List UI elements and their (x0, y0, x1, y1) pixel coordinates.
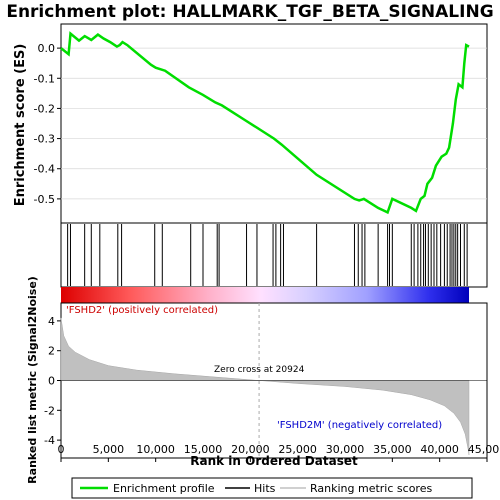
metric-y-axis-label: Ranked list metric (Signal2Noise) (26, 276, 39, 484)
chart-title: Enrichment plot: HALLMARK_TGF_BETA_SIGNA… (6, 2, 493, 22)
hits-panel (60, 222, 488, 288)
metric-y-tick-label: 0 (48, 375, 55, 388)
es-gridlines (61, 47, 487, 200)
rank-color-bar (61, 287, 470, 303)
es-y-tick-label: -0.5 (34, 193, 55, 206)
metric-y-tick-label: -4 (44, 434, 55, 447)
x-tick-label: 30,000 (326, 443, 365, 456)
es-y-ticks: 0.0 -0.1 -0.2 -0.3 -0.4 -0.5 (34, 42, 61, 206)
es-y-axis-label: Enrichment score (ES) (13, 44, 28, 207)
x-tick-label: 25,000 (278, 443, 317, 456)
es-y-tick-label: -0.3 (34, 133, 55, 146)
x-tick-label: 20,000 (231, 443, 270, 456)
legend-box (71, 477, 473, 499)
legend-metric-label: Ranking metric scores (310, 482, 432, 495)
es-panel (60, 23, 488, 224)
es-y-tick-label: -0.1 (34, 72, 55, 85)
x-tick-label: 5,000 (93, 443, 125, 456)
ranking-metric-area (60, 317, 470, 456)
es-y-tick-label: -0.4 (34, 163, 55, 176)
x-tick-label: 40,000 (420, 443, 459, 456)
negative-correlation-label: 'FSHD2M' (negatively correlated) (277, 420, 442, 431)
x-tick-label: 35,000 (373, 443, 412, 456)
enrichment-profile-line (60, 31, 470, 215)
x-tick-label: 0 (58, 443, 65, 456)
positive-correlation-label: 'FSHD2' (positively correlated) (66, 305, 218, 316)
colorbar-fill (61, 287, 470, 303)
x-axis-ticks: 0 5,000 10,000 15,000 20,000 25,000 30,000 35,0… (58, 443, 500, 462)
es-y-tick-label: -0.2 (34, 102, 55, 115)
zero-cross-label: Zero cross at 20924 (214, 365, 305, 375)
x-tick-label: 10,000 (136, 443, 175, 456)
metric-y-tick-label: 2 (48, 345, 55, 358)
es-y-tick-label: 0.0 (38, 42, 56, 55)
hit-marks (67, 224, 468, 286)
metric-y-tick-label: -2 (44, 404, 55, 417)
metric-y-tick-label: 4 (48, 315, 55, 328)
x-axis-label: Rank in Ordered Dataset (190, 454, 358, 468)
metric-y-ticks: 4 2 0 -2 -4 (44, 315, 61, 447)
legend-enrichment-label: Enrichment profile (113, 482, 215, 495)
x-tick-label: 45,000 (468, 443, 500, 456)
legend-hits-label: Hits (254, 482, 276, 495)
x-tick-label: 15,000 (184, 443, 223, 456)
